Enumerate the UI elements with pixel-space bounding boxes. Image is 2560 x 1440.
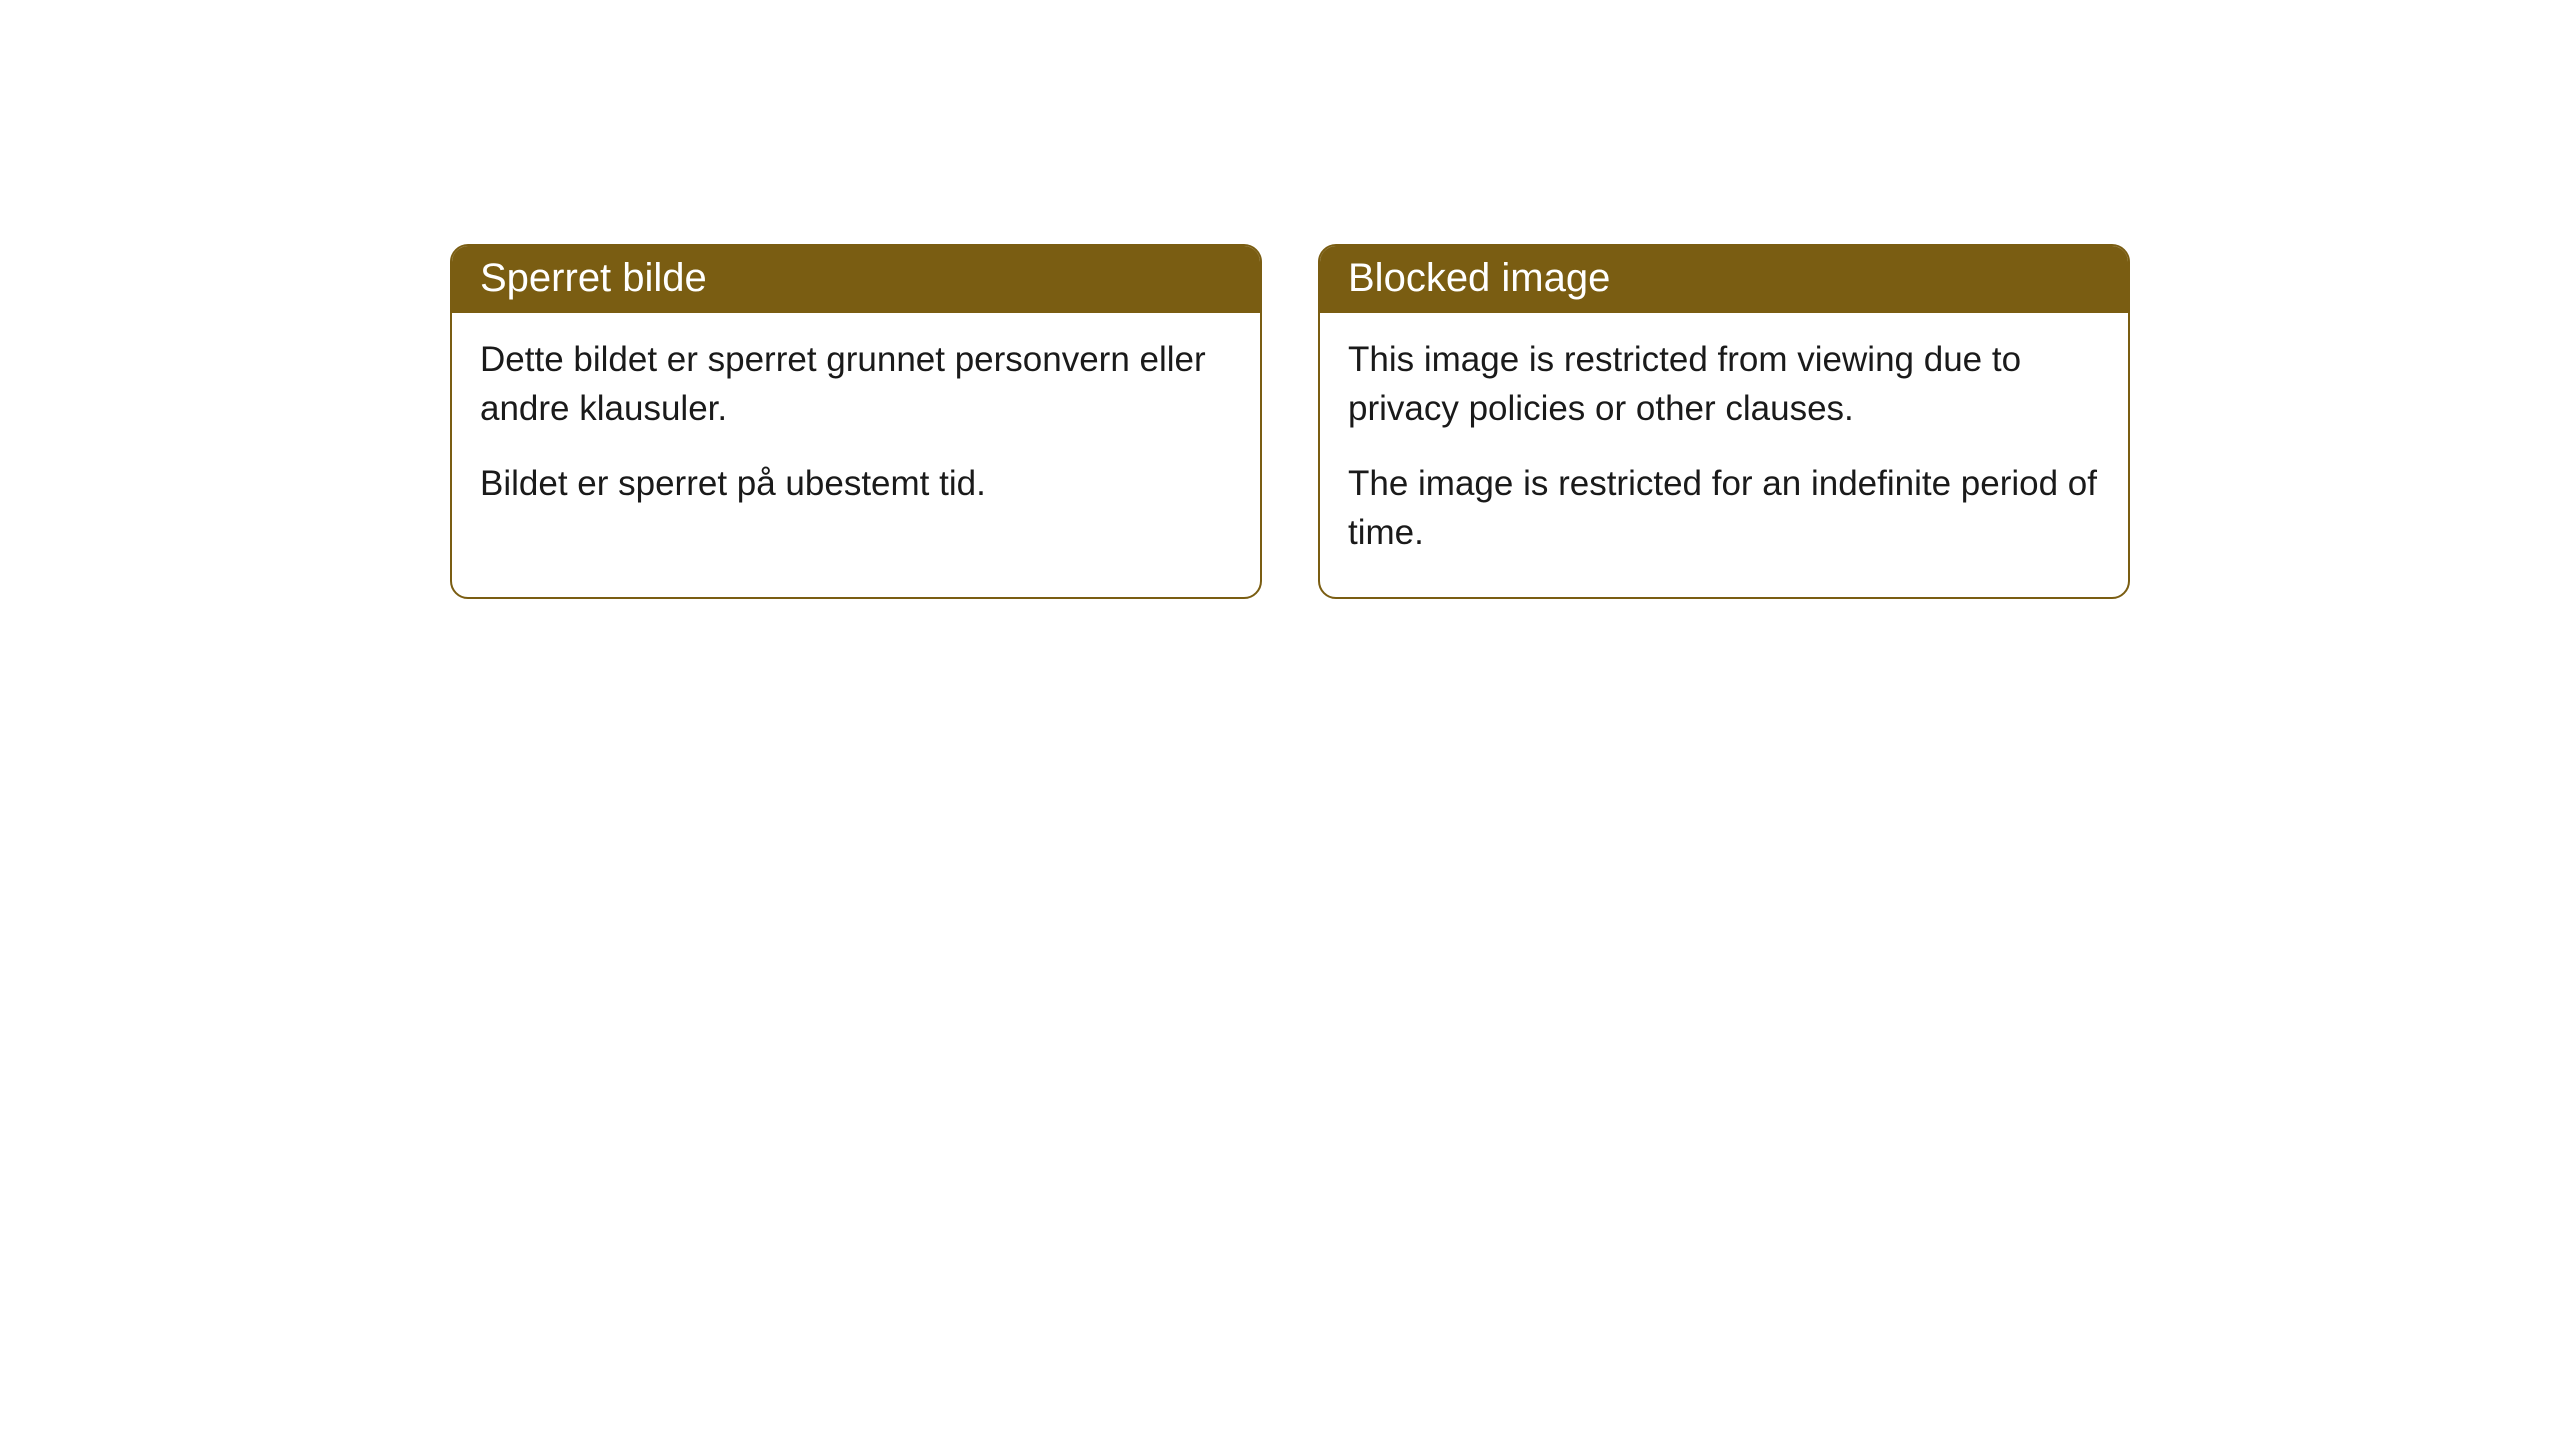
notice-title-norwegian: Sperret bilde — [480, 256, 707, 300]
notice-text-english-2: The image is restricted for an indefinit… — [1348, 459, 2100, 557]
notice-card-norwegian: Sperret bilde Dette bildet er sperret gr… — [450, 244, 1262, 599]
notice-text-norwegian-2: Bildet er sperret på ubestemt tid. — [480, 459, 1232, 508]
notice-body-norwegian: Dette bildet er sperret grunnet personve… — [452, 313, 1260, 548]
notice-container: Sperret bilde Dette bildet er sperret gr… — [0, 0, 2560, 599]
notice-header-english: Blocked image — [1320, 246, 2128, 313]
notice-body-english: This image is restricted from viewing du… — [1320, 313, 2128, 597]
notice-text-english-1: This image is restricted from viewing du… — [1348, 335, 2100, 433]
notice-header-norwegian: Sperret bilde — [452, 246, 1260, 313]
notice-text-norwegian-1: Dette bildet er sperret grunnet personve… — [480, 335, 1232, 433]
notice-card-english: Blocked image This image is restricted f… — [1318, 244, 2130, 599]
notice-title-english: Blocked image — [1348, 256, 1610, 300]
